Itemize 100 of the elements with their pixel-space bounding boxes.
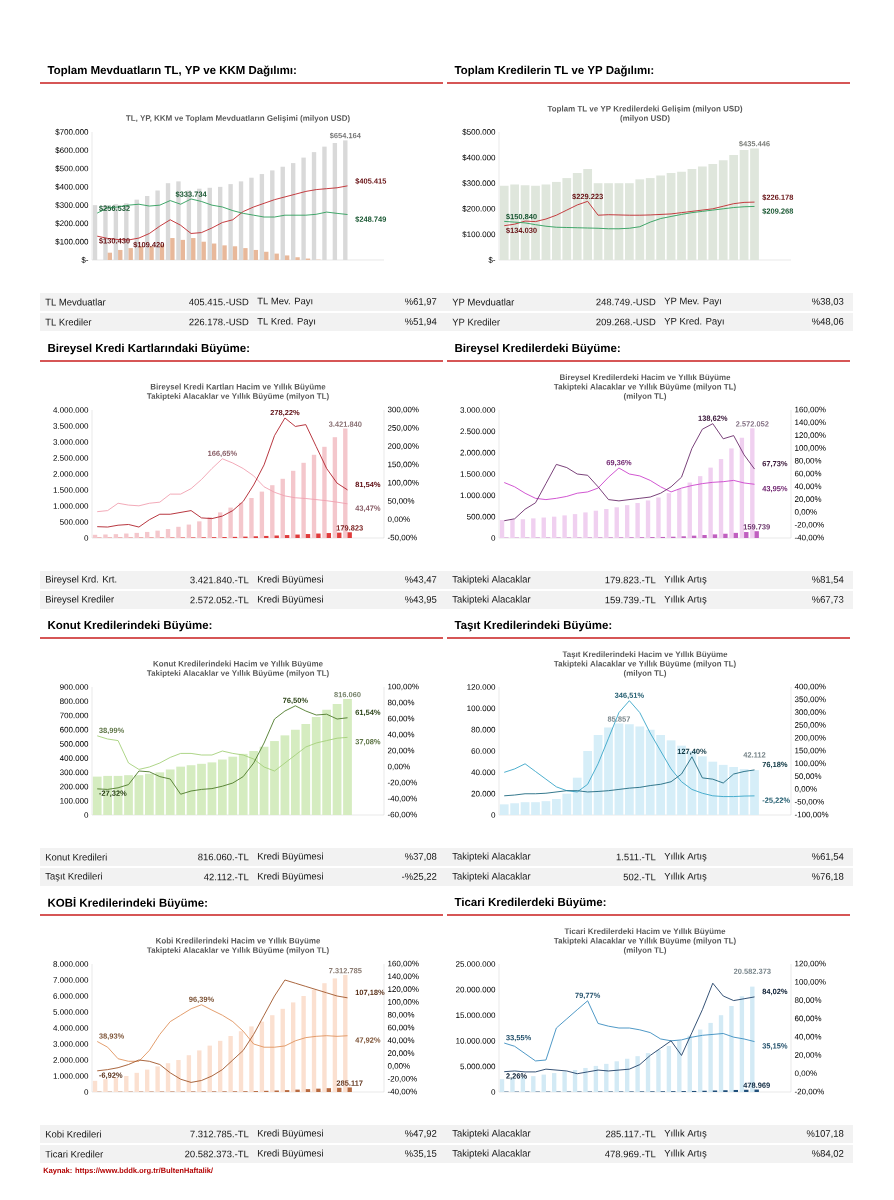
text: %76,18: [812, 873, 844, 881]
bar: [551, 1073, 557, 1093]
bar: [311, 454, 317, 539]
text: Takipteki Alacaklar: [452, 595, 531, 605]
chart-title: Toplam Kredilerin TL ve YP Dağılımı:: [454, 65, 654, 77]
bar: [165, 529, 171, 539]
text: Ticari Krediler: [45, 1150, 104, 1158]
bar: [702, 535, 707, 538]
bar: [347, 532, 352, 539]
bar: [134, 1072, 139, 1093]
bar: [712, 534, 718, 538]
bar: [593, 510, 599, 538]
bar: [520, 519, 526, 538]
text: Taşıt Kredileri: [45, 872, 102, 882]
bar: [191, 238, 196, 260]
text: TL Kred. Payı: [257, 317, 316, 327]
bar: [510, 519, 515, 538]
text: %61,97: [405, 298, 437, 306]
bar: [531, 1076, 536, 1093]
bar: [322, 446, 327, 539]
bar: [228, 184, 233, 260]
bar: [729, 448, 734, 538]
text: 285.117.-TL: [605, 1130, 656, 1138]
chart-title: Bireysel Kredi Kartlarındaki Büyüme:: [48, 343, 249, 355]
text: Kredi Büyümesi: [257, 575, 323, 585]
bar: [754, 531, 759, 538]
bar: [149, 246, 154, 260]
text: 20.582.373.-TL: [185, 1150, 249, 1158]
chart-title: Toplam Mevduatların TL, YP ve KKM Dağılımı:: [47, 65, 296, 77]
text: %38,03: [812, 298, 844, 306]
bar: [134, 775, 144, 815]
bar: [295, 1089, 300, 1093]
bar: [243, 248, 248, 260]
bar: [326, 533, 332, 539]
bar: [750, 148, 759, 260]
chart-title: Ticari Kredilerdeki Büyüme:: [454, 897, 606, 909]
text: %43,47: [405, 576, 437, 584]
text: 209.268.-USD: [596, 318, 656, 326]
bar: [316, 1088, 321, 1093]
bar: [176, 526, 181, 539]
bar: [520, 802, 530, 816]
text: Yıllık Artış: [664, 852, 707, 862]
bar: [259, 491, 265, 539]
bar: [723, 533, 728, 538]
bar: [284, 535, 290, 539]
text: TL Mevduatlar: [45, 298, 106, 306]
bar: [222, 245, 227, 260]
bar: [301, 462, 306, 539]
text: %35,15: [405, 1150, 437, 1158]
bar: [124, 1076, 129, 1093]
bar: [92, 1080, 98, 1093]
text: Bireysel Krediler: [45, 595, 114, 605]
bar: [134, 532, 139, 539]
bar: [541, 801, 551, 816]
bar: [249, 1026, 254, 1093]
bar: [92, 205, 98, 260]
bar: [326, 1088, 332, 1093]
text: %43,95: [405, 596, 437, 604]
bar: [284, 255, 290, 260]
bar: [118, 249, 123, 260]
bar: [624, 505, 630, 538]
bar: [750, 770, 759, 816]
bar: [656, 497, 661, 538]
bar: [301, 157, 306, 260]
text: 226.178.-USD: [189, 318, 249, 326]
bar: [604, 508, 609, 538]
bar: [635, 1056, 640, 1093]
bar: [232, 246, 238, 260]
bar: [197, 1050, 202, 1093]
bar: [677, 171, 686, 260]
text: 816.060.-TL: [198, 853, 249, 861]
bar: [343, 140, 348, 260]
chart-title: KOBİ Kredilerindeki Büyüme:: [48, 896, 207, 910]
chart-title: Bireysel Kredilerdeki Büyüme:: [455, 343, 620, 355]
bar: [499, 1079, 505, 1093]
text: 159.739.-TL: [605, 596, 656, 604]
text: Kredi Büyümesi: [257, 852, 323, 862]
bar: [124, 533, 129, 539]
text: YP Mevduatlar: [452, 298, 515, 306]
text: Yıllık Artış: [664, 595, 707, 605]
bar: [562, 515, 567, 538]
text: 478.969.-TL: [604, 1150, 656, 1158]
bar: [201, 241, 206, 260]
bar: [708, 1022, 713, 1093]
text: TL Mev. Payı: [257, 297, 313, 307]
text: 502.-TL: [623, 873, 656, 881]
text: Takipteki Alacaklar: [452, 872, 531, 882]
bar: [531, 518, 536, 538]
bar: [207, 762, 217, 815]
bar: [729, 1006, 734, 1093]
bar: [270, 485, 275, 539]
bar: [270, 170, 275, 260]
text: Takipteki Alacaklar: [452, 1129, 531, 1139]
bar: [270, 1015, 275, 1093]
text: Yıllık Artış: [664, 1149, 707, 1159]
bar: [604, 1063, 609, 1093]
bar: [197, 521, 202, 539]
bar: [197, 763, 206, 815]
line-series: [96, 1004, 348, 1062]
bar: [305, 1089, 311, 1093]
